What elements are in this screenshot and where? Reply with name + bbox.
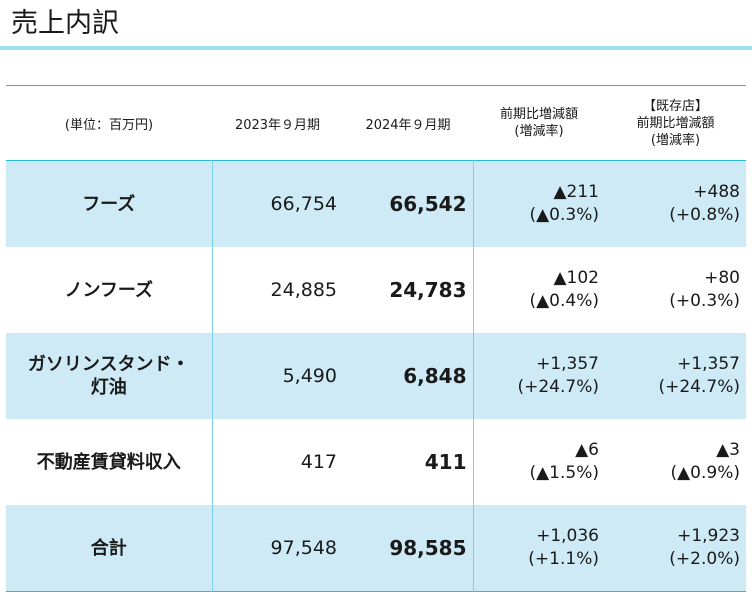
header-2024: 2024年９月期 xyxy=(365,117,451,133)
existing-change-rate: (+0.8%) xyxy=(669,205,740,225)
existing-change-rate: (▲0.9%) xyxy=(670,463,740,483)
change-cell: +1,036 (+1.1%) xyxy=(472,505,605,592)
header-existing-line: (増減率) xyxy=(650,132,701,148)
existing-change-cell: ▲3 (▲0.9%) xyxy=(605,419,746,505)
change-cell: ▲211 (▲0.3%) xyxy=(472,160,605,247)
value-2024: 411 xyxy=(424,450,467,474)
change-rate: (▲0.4%) xyxy=(529,291,599,311)
existing-change-amount: +488 xyxy=(693,182,740,202)
existing-change-amount: +80 xyxy=(704,268,740,288)
change-amount: ▲102 xyxy=(553,268,599,288)
row-label: 不動産賃貸料収入 xyxy=(36,451,181,473)
title-underline xyxy=(0,46,752,50)
header-change: 前期比増減額 (増減率) xyxy=(473,86,605,161)
unit-header: (単位：百万円) xyxy=(64,117,154,133)
table-row-total: 合計 97,548 98,585 +1,036 (+1.1%) +1,923 (… xyxy=(6,505,746,592)
header-change-line: 前期比増減額 xyxy=(499,107,578,122)
change-amount: +1,036 xyxy=(536,526,599,546)
table-header-row: (単位：百万円) 2023年９月期 2024年９月期 前期比増減額 (増減率) … xyxy=(6,86,746,161)
row-label: ガソリンスタンド・ 灯油 xyxy=(6,333,212,419)
sales-breakdown-table: (単位：百万円) 2023年９月期 2024年９月期 前期比増減額 (増減率) … xyxy=(6,85,746,592)
table-row-real-estate: 不動産賃貸料収入 417 411 ▲6 (▲1.5%) ▲3 (▲0.9%) xyxy=(6,419,746,505)
table-row-gas-station: ガソリンスタンド・ 灯油 5,490 6,848 +1,357 (+24.7%)… xyxy=(6,333,746,419)
row-label: 合計 xyxy=(6,505,212,592)
change-cell: ▲6 (▲1.5%) xyxy=(472,419,605,505)
value-2024: 6,848 xyxy=(343,333,473,419)
table-row-nonfoods: ノンフーズ 24,885 24,783 ▲102 (▲0.4%) +80 (+0… xyxy=(6,247,746,333)
row-label-line: 灯油 xyxy=(90,377,127,398)
existing-change-cell: +488 (+0.8%) xyxy=(605,160,746,247)
existing-change-cell: +1,357 (+24.7%) xyxy=(605,333,746,419)
existing-change-rate: (+2.0%) xyxy=(669,549,740,569)
existing-change-cell: +1,923 (+2.0%) xyxy=(605,505,746,592)
change-rate: (▲0.3%) xyxy=(529,205,599,225)
value-2024: 66,542 xyxy=(343,160,473,247)
change-amount: ▲6 xyxy=(575,440,599,460)
change-amount: +1,357 xyxy=(536,354,599,374)
header-change-line: (増減率) xyxy=(514,124,564,139)
header-existing-line: 【既存店】 xyxy=(642,98,708,114)
value-2024: 98,585 xyxy=(343,505,473,592)
existing-change-cell: +80 (+0.3%) xyxy=(605,247,746,333)
existing-change-rate: (+0.3%) xyxy=(669,291,740,311)
value-2023: 66,754 xyxy=(211,160,343,247)
existing-change-rate: (+24.7%) xyxy=(658,377,740,397)
header-existing-line: 前期比増減額 xyxy=(636,115,715,131)
value-2023: 24,885 xyxy=(211,247,343,333)
value-2024: 24,783 xyxy=(389,278,467,302)
page-title: 売上内訳 xyxy=(11,8,119,39)
change-amount: ▲211 xyxy=(553,182,599,202)
existing-change-amount: +1,923 xyxy=(677,526,740,546)
change-rate: (▲1.5%) xyxy=(529,463,599,483)
row-label: フーズ xyxy=(6,160,212,247)
row-label: ノンフーズ xyxy=(64,279,154,301)
change-rate: (+1.1%) xyxy=(528,549,599,569)
value-2023: 97,548 xyxy=(211,505,343,592)
header-2023: 2023年９月期 xyxy=(234,117,321,133)
change-cell: +1,357 (+24.7%) xyxy=(472,333,605,419)
header-existing-change: 【既存店】 前期比増減額 (増減率) xyxy=(605,86,746,161)
existing-change-amount: ▲3 xyxy=(716,440,740,460)
change-rate: (+24.7%) xyxy=(517,377,599,397)
existing-change-amount: +1,357 xyxy=(677,354,740,374)
table-row-foods: フーズ 66,754 66,542 ▲211 (▲0.3%) +488 (+0.… xyxy=(6,160,746,247)
value-2023: 5,490 xyxy=(211,333,343,419)
change-cell: ▲102 (▲0.4%) xyxy=(472,247,605,333)
value-2023: 417 xyxy=(211,419,343,505)
row-label-line: ガソリンスタンド・ xyxy=(27,354,190,375)
